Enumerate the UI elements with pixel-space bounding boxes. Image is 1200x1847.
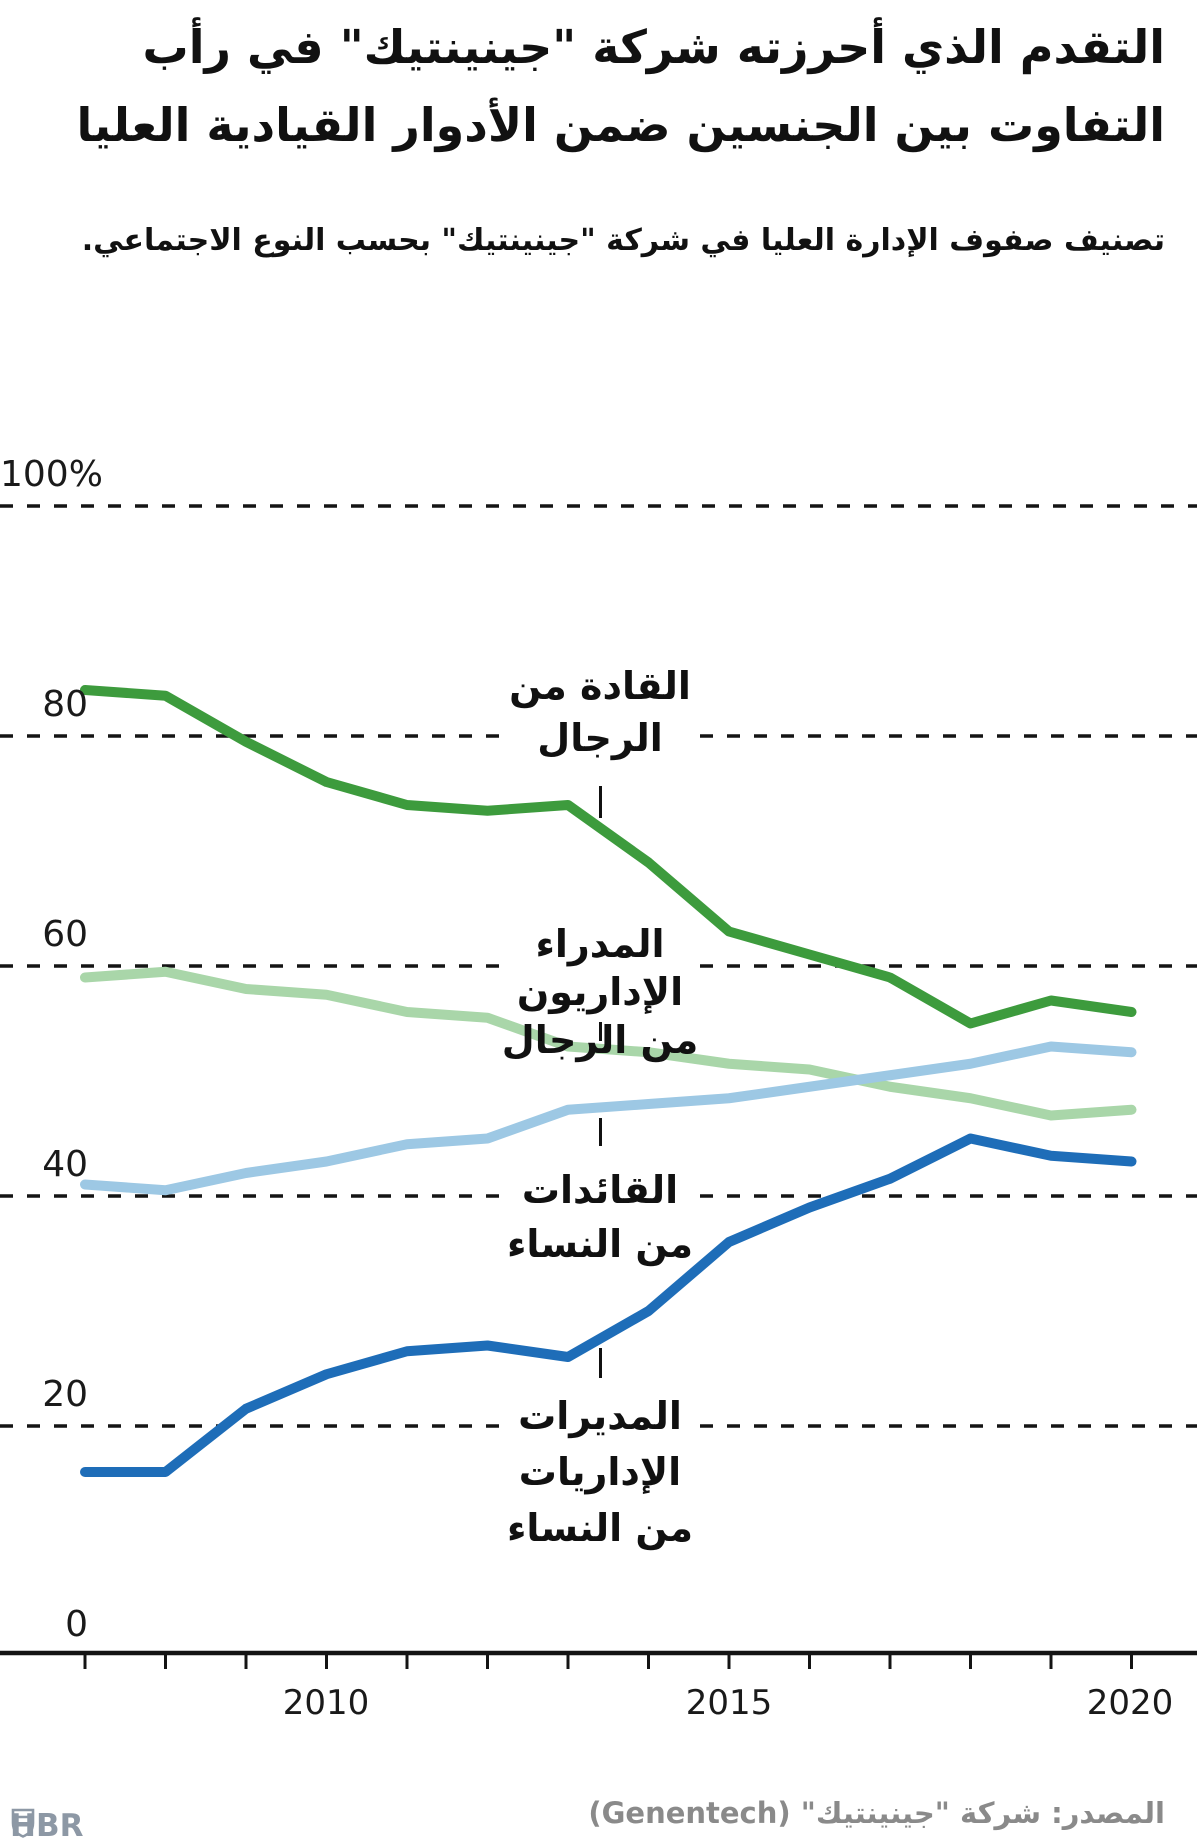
pointer-male-executive-directors [599,1022,602,1041]
title-line-1: التقدم الذي أحرزته شركة "جينينتيك" في رأ… [142,20,1165,74]
series-line-male-leaders [80,685,1137,1029]
y-tick-40: 40 [42,1144,88,1185]
y-tick-60: 60 [42,914,88,955]
pointer-female-executive-directors [599,1348,602,1378]
x-tick-2020: 2020 [1086,1683,1174,1723]
y-tick-20: 20 [42,1374,88,1415]
x-tick-2015: 2015 [685,1683,773,1723]
label-male-leaders: القادة من الرجال [450,660,750,764]
label-female-leaders-line2: من النساء [506,1222,694,1266]
label-male-leaders-line2: الرجال [537,716,663,760]
pointer-male-leaders [599,786,602,818]
label-female-exec-line3: من النساء [506,1506,694,1550]
source-credit: المصدر: شركة "جينينتيك" (Genentech) [588,1796,1165,1830]
label-male-executive-directors: المدراء الإداريون من الرجال [450,920,750,1064]
title-line-2: التفاوت بين الجنسين ضمن الأدوار القيادية… [76,98,1165,152]
label-female-exec-line1: المديرات [518,1394,682,1438]
y-tick-100: 100% [0,454,103,495]
y-tick-0: 0 [65,1604,88,1645]
hbr-shield-icon [11,1808,35,1838]
series-line-male-executive-directors [80,966,1137,1121]
x-tick-2010: 2010 [282,1683,370,1723]
label-female-leaders-line1: القائدات [521,1168,679,1212]
label-male-exec-line1: المدراء الإداريون [516,922,684,1014]
label-male-leaders-line1: القادة من [509,664,691,708]
hbr-logo-text: HBR [10,1808,84,1844]
chart-subtitle: تصنيف صفوف الإدارة العليا في شركة "جينين… [81,223,1165,258]
label-female-leaders: القائدات من النساء [450,1163,750,1271]
hbr-logo: HBR [10,1808,83,1844]
page-title: التقدم الذي أحرزته شركة "جينينتيك" في رأ… [25,8,1165,164]
pointer-female-leaders [599,1118,602,1146]
series-line-female-leaders [80,1041,1137,1196]
y-tick-80: 80 [42,684,88,725]
series-line-female-executive-directors [80,1133,1137,1477]
label-female-executive-directors: المديرات الإداريات من النساء [450,1388,750,1556]
label-female-exec-line2: الإداريات [518,1450,682,1494]
